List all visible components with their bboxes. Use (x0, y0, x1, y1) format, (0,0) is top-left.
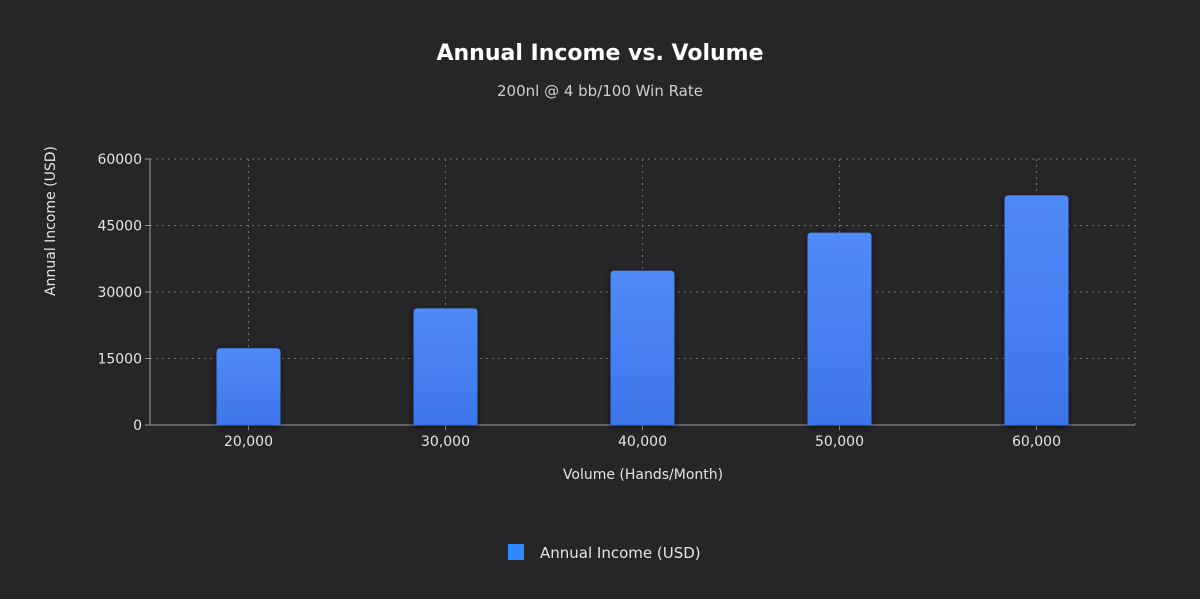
x-tick-label: 50,000 (815, 434, 864, 450)
y-tick-label: 45000 (97, 219, 142, 235)
x-tick-label: 40,000 (618, 434, 667, 450)
x-tick-label: 60,000 (1012, 434, 1061, 450)
x-tick-label: 30,000 (421, 434, 470, 450)
y-tick-label: 0 (133, 418, 142, 434)
y-axis-label: Annual Income (USD) (43, 146, 59, 296)
legend[interactable]: Annual Income (USD) (508, 544, 701, 562)
x-tick-label: 20,000 (224, 434, 273, 450)
y-tick-label: 15000 (97, 352, 142, 368)
bar-30000[interactable] (413, 308, 478, 425)
y-tick-label: 30000 (97, 285, 142, 301)
bar-50000[interactable] (807, 232, 872, 425)
legend-label: Annual Income (USD) (540, 544, 701, 562)
y-tick-label: 60000 (97, 152, 142, 168)
legend-swatch (508, 544, 524, 560)
chart-title: Annual Income vs. Volume (436, 41, 763, 66)
chart-subtitle: 200nl @ 4 bb/100 Win Rate (497, 82, 703, 100)
y-axis-ticks: 0 15000 30000 45000 60000 (97, 152, 142, 434)
x-axis-label: Volume (Hands/Month) (563, 467, 723, 483)
bar-60000[interactable] (1004, 195, 1069, 425)
bar-40000[interactable] (610, 270, 675, 425)
x-axis-ticks: 20,000 30,000 40,000 50,000 60,000 (224, 434, 1061, 450)
bar-20000[interactable] (216, 348, 281, 425)
bar-series (216, 195, 1069, 425)
